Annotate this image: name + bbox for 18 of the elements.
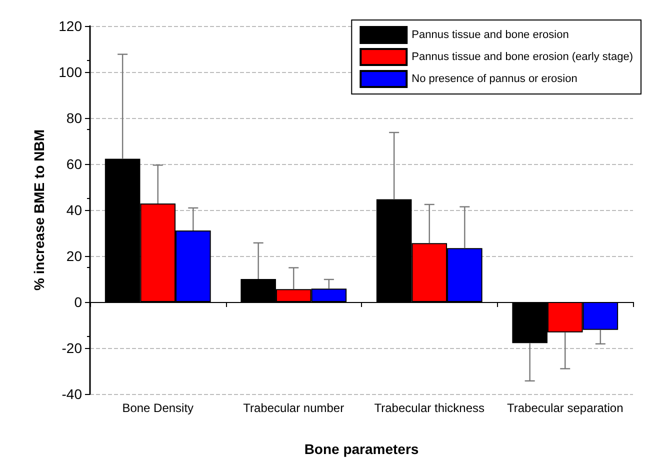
- y-tick-label: 120: [58, 18, 82, 34]
- x-tick-label: Trabecular thickness: [374, 401, 485, 415]
- x-tick-label: Trabecular separation: [506, 401, 624, 415]
- y-tick-label: -40: [62, 386, 82, 402]
- y-axis-title: % increase BME to NBM: [31, 129, 47, 291]
- x-tick-label: Bone Density: [122, 401, 194, 415]
- legend-label: No presence of pannus or erosion: [412, 73, 578, 85]
- y-tick-label: 60: [66, 156, 82, 172]
- y-tick-label: 80: [66, 110, 82, 126]
- legend-label: Pannus tissue and bone erosion (early stage): [412, 51, 633, 63]
- legend-label: Pannus tissue and bone erosion: [412, 29, 569, 41]
- y-tick-label: 40: [66, 202, 82, 218]
- y-tick-label: 100: [58, 64, 82, 80]
- x-axis-title: Bone parameters: [304, 441, 419, 457]
- y-tick-label: 20: [66, 248, 82, 264]
- y-tick-label: -20: [62, 340, 82, 356]
- x-tick-label: Trabecular number: [243, 401, 344, 415]
- y-tick-label: 0: [74, 294, 82, 310]
